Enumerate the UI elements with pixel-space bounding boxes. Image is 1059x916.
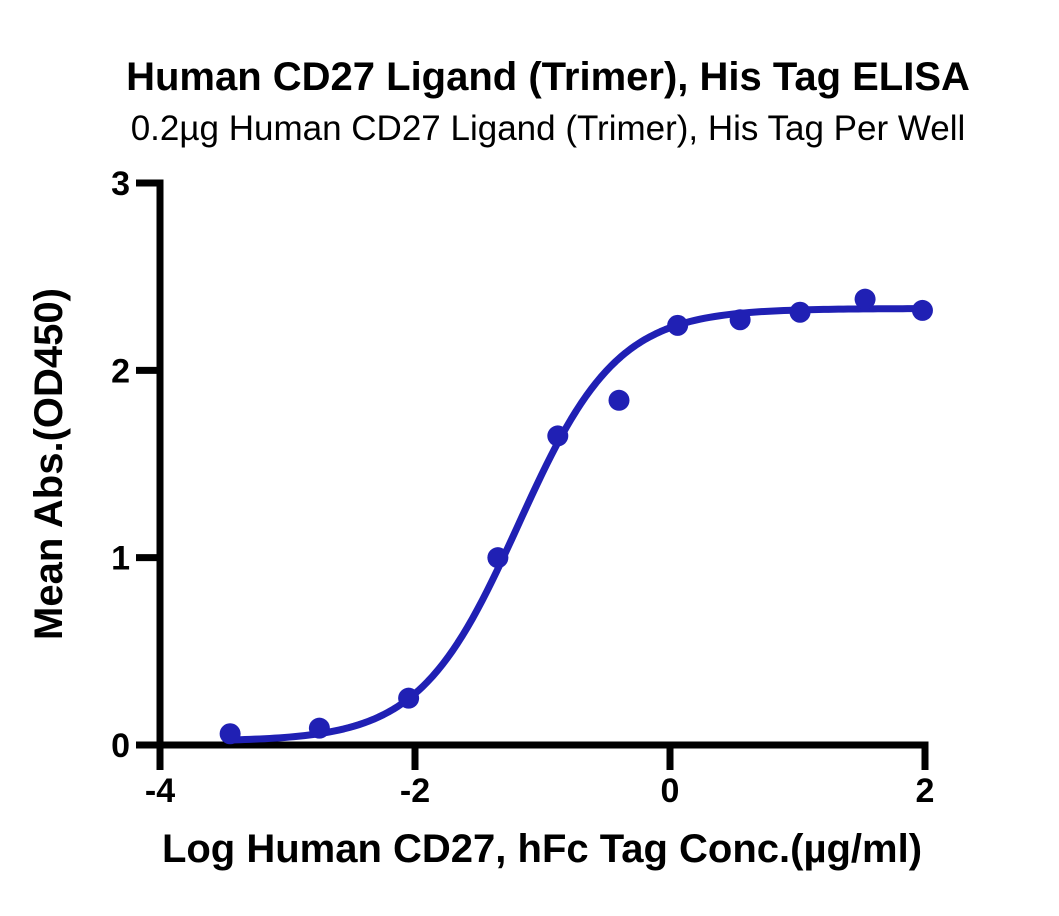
y-axis-label: Mean Abs.(OD450) [27, 288, 71, 640]
x-tick-label: -4 [145, 772, 175, 810]
y-tick-label: 0 [111, 727, 130, 765]
data-point [667, 314, 689, 336]
tick-labels: -4 -2 0 2 0 1 2 3 [111, 165, 934, 810]
y-tick-label: 1 [111, 540, 130, 578]
data-point [487, 547, 509, 569]
fit-curve [226, 305, 926, 744]
data-points [219, 288, 933, 745]
x-tick-label: -2 [400, 772, 430, 810]
axes [136, 179, 929, 770]
x-tick-label: 0 [661, 772, 680, 810]
data-point [547, 425, 569, 447]
data-point [729, 309, 751, 331]
chart-subtitle: 0.2µg Human CD27 Ligand (Trimer), His Ta… [131, 109, 966, 148]
data-point [854, 288, 876, 310]
y-tick-label: 3 [111, 165, 130, 203]
data-point [219, 723, 241, 745]
x-tick-label: 2 [916, 772, 935, 810]
x-axis-label: Log Human CD27, hFc Tag Conc.(µg/ml) [162, 827, 922, 871]
data-point [308, 717, 330, 739]
dose-response-curve [226, 305, 926, 744]
data-point [398, 687, 420, 709]
chart-title: Human CD27 Ligand (Trimer), His Tag ELIS… [126, 55, 970, 99]
data-point [911, 299, 933, 321]
data-point [789, 301, 811, 323]
y-tick-label: 2 [111, 352, 130, 390]
data-point [608, 389, 630, 411]
